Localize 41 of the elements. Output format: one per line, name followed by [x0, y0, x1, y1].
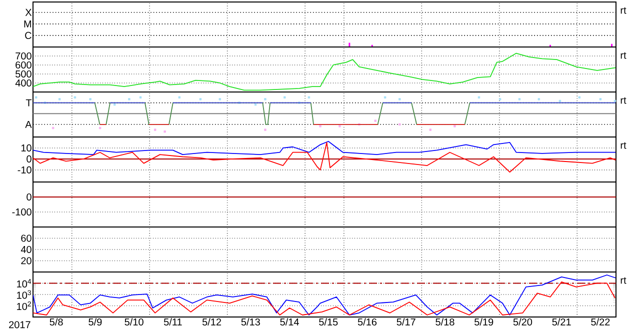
y-tick-label: 10$^{2}$ [17, 301, 31, 310]
x-tick-label: 5/19 [474, 318, 494, 326]
y-tick-label: 10$^{4}$ [17, 278, 32, 288]
x-tick-label: 5/17 [396, 318, 416, 326]
y-tick-label: 700 [16, 52, 32, 60]
text: rt [620, 277, 626, 284]
text: rt [620, 97, 626, 104]
ref-line-label: C [25, 32, 32, 39]
x-tick-label: 5/9 [88, 318, 102, 326]
text: rt [620, 7, 626, 14]
text: rt [620, 52, 626, 59]
ref-line-label: T [26, 99, 32, 106]
y-tick-label: -10 [18, 166, 32, 174]
x-tick-label: 5/15 [319, 318, 338, 326]
y-tick-label: 0 [26, 193, 32, 201]
y-tick-label: 400 [15, 79, 32, 87]
y-tick-label: 600 [16, 61, 32, 69]
y-tick-label: 20 [21, 257, 32, 264]
x-tick-label: 5/10 [124, 318, 144, 326]
x-tick-label: 5/14 [280, 318, 299, 326]
text: rt [620, 142, 626, 149]
x-tick-label: 5/12 [202, 318, 222, 326]
y-tick-label: 10 [21, 144, 32, 152]
x-tick-label: 5/11 [164, 318, 182, 326]
x-tick-label: 5/13 [241, 318, 260, 326]
x-tick-label: 5/16 [358, 318, 377, 326]
ref-line-label: M [24, 20, 31, 28]
y-tick-label: 10$^{3}$ [17, 290, 31, 299]
x-tick-label: 5/21 [552, 318, 571, 326]
y-tick-label: 40 [20, 246, 32, 254]
ref-line-label: X [25, 8, 32, 16]
ref-line-label: A [25, 120, 32, 128]
x-tick-label: 5/18 [436, 318, 454, 326]
y-tick-label: 0 [26, 155, 32, 162]
y-tick-label: 500 [16, 70, 32, 78]
y-tick-label: -100 [12, 208, 32, 216]
x-tick-label: 5/20 [513, 318, 532, 326]
x-tick-label: 5/22 [591, 318, 610, 326]
x-axis-title: 2017 [9, 321, 30, 328]
x-tick-label: 5/8 [50, 318, 63, 326]
y-tick-label: 60 [21, 234, 32, 242]
